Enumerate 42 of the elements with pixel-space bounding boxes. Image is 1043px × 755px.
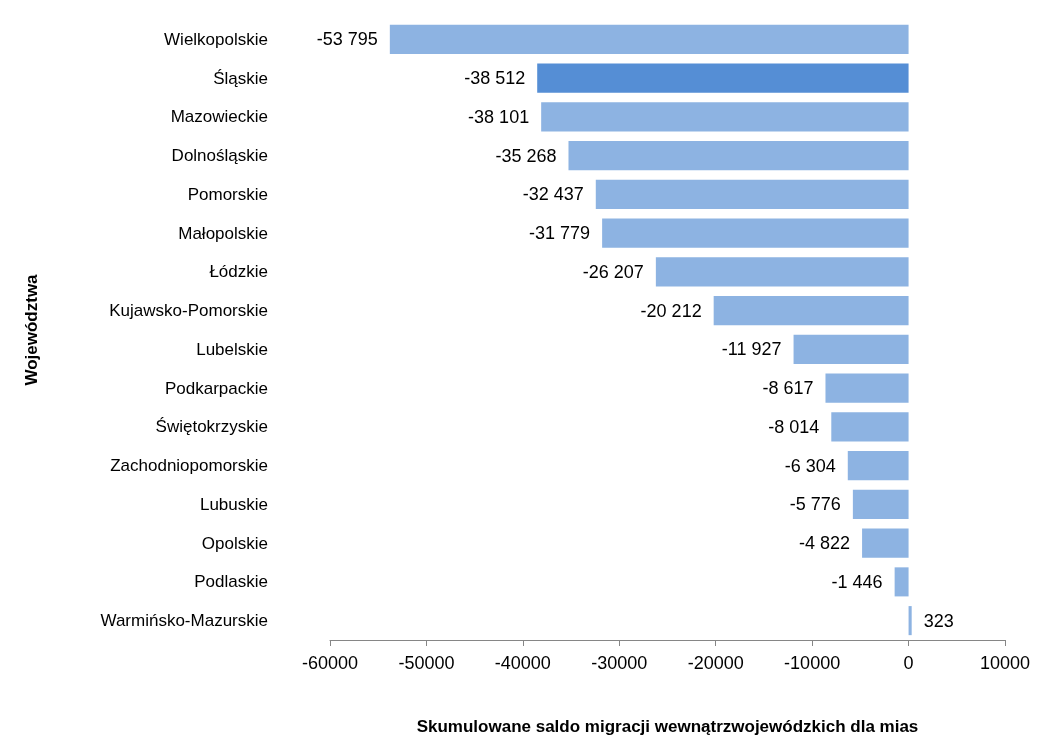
y-tick-label: Podkarpackie (164, 378, 268, 398)
y-tick-label: Opolskie (201, 533, 268, 553)
data-label: -20 212 (640, 300, 702, 321)
data-label: -11 927 (721, 339, 782, 360)
data-label: -5 776 (789, 494, 841, 515)
data-label: -53 795 (316, 29, 378, 50)
y-tick-label: Podlaskie (194, 572, 268, 592)
data-label: -6 304 (784, 455, 836, 476)
x-tick-label: 10000 (979, 653, 1031, 673)
data-label: -1 446 (831, 571, 883, 592)
data-label: -8 617 (762, 378, 814, 399)
data-label: -38 101 (468, 106, 530, 127)
y-tick-label: Kujawsko-Pomorskie (109, 301, 268, 321)
x-tick-label: -50000 (398, 653, 455, 673)
y-tick-label: Świętokrzyskie (155, 417, 268, 437)
x-axis-title: Skumulowane saldo migracji wewnątrzwojewódzkich dla mias (416, 717, 919, 736)
y-tick-label: Mazowieckie (170, 107, 268, 127)
y-tick-label: Dolnośląskie (171, 146, 268, 166)
y-tick-label: Małopolskie (178, 223, 268, 243)
data-label: -32 437 (522, 184, 584, 205)
y-tick-label: Warmińsko-Mazurskie (100, 611, 268, 631)
x-tick-label: -30000 (591, 653, 648, 673)
y-tick-label: Śląskie (213, 68, 268, 88)
y-tick-label: Wielkopolskie (164, 29, 268, 49)
y-tick-label: Lubelskie (196, 339, 268, 359)
y-tick-label: Pomorskie (187, 184, 268, 204)
data-label: -35 268 (495, 145, 557, 166)
data-label: -31 779 (529, 223, 591, 244)
y-tick-label: Zachodniopomorskie (110, 456, 268, 476)
data-label: -26 207 (582, 261, 644, 282)
x-tick-label: -10000 (784, 653, 841, 673)
y-axis-title: Województwa (22, 273, 41, 386)
y-tick-label: Łódzkie (209, 262, 268, 282)
x-tick-label: -60000 (301, 653, 359, 673)
data-label: -4 822 (799, 533, 851, 554)
data-label: -38 512 (464, 68, 526, 89)
x-tick-label: 0 (903, 653, 914, 673)
data-label: -8 014 (768, 416, 820, 437)
data-label: 323 (923, 610, 954, 631)
y-tick-label: Lubuskie (199, 494, 268, 514)
x-tick-label: -40000 (494, 653, 551, 673)
x-tick-label: -20000 (687, 653, 744, 673)
